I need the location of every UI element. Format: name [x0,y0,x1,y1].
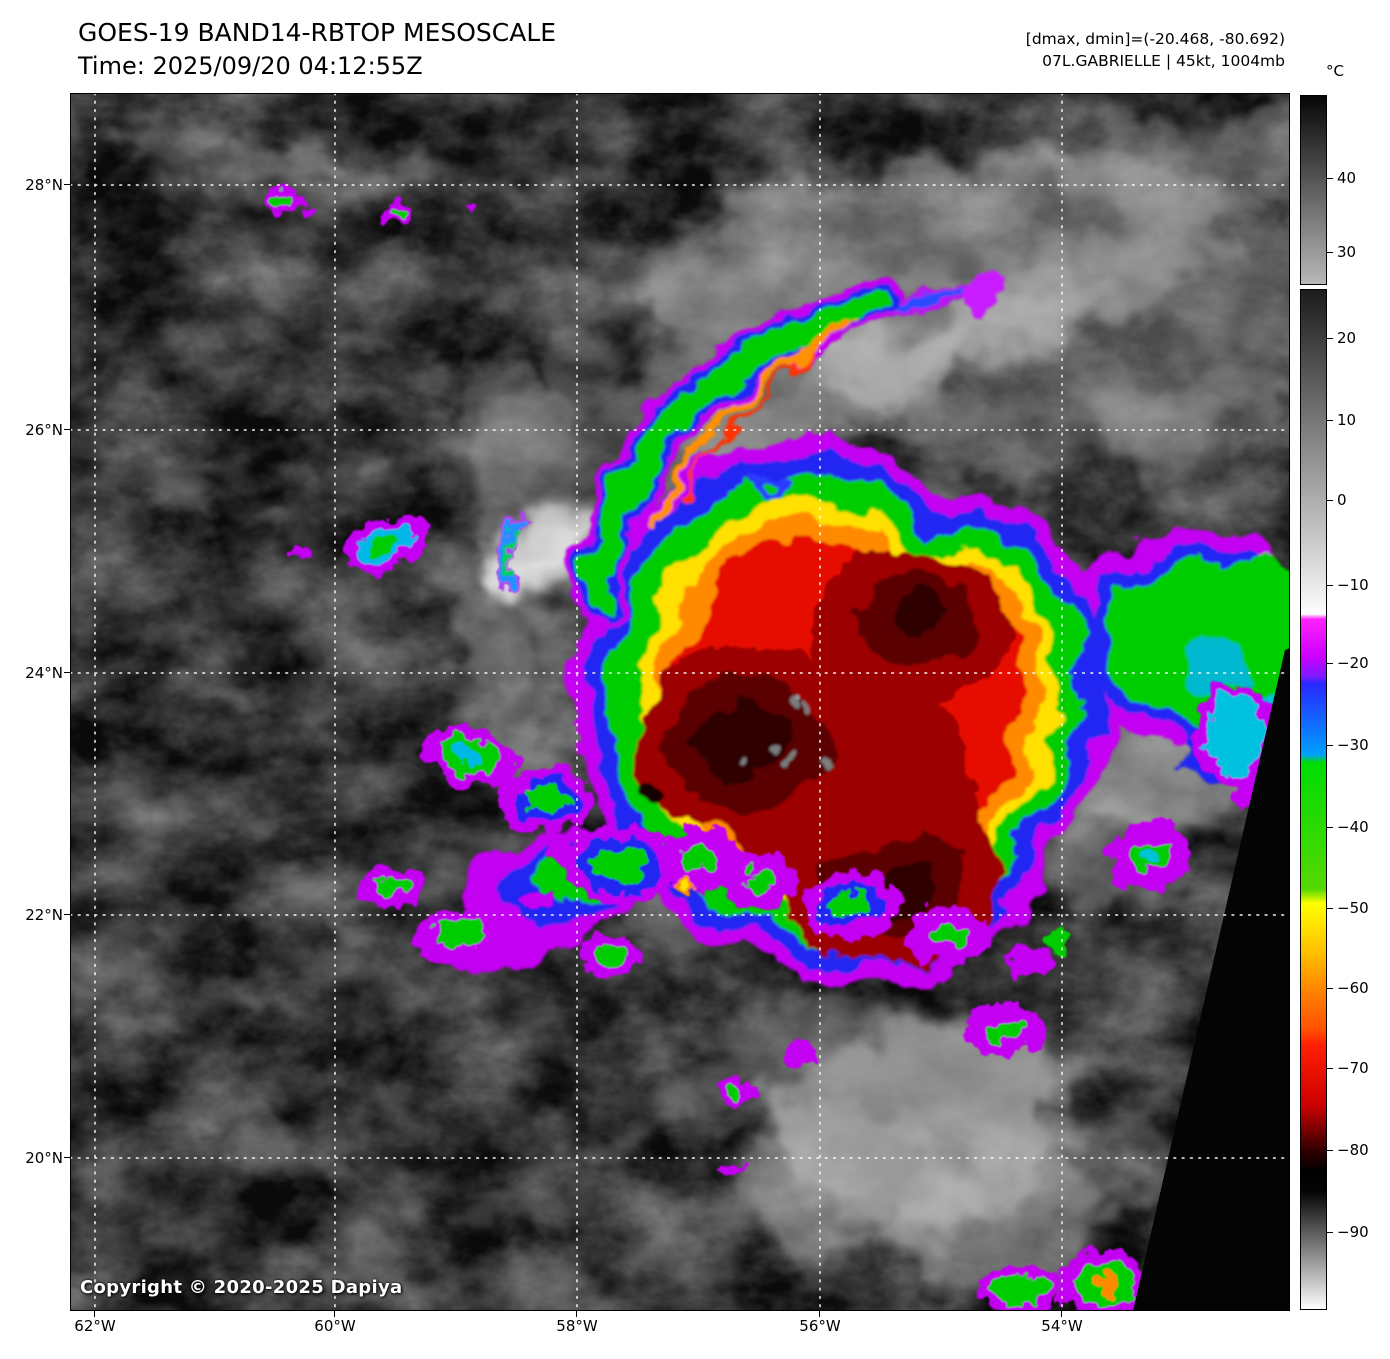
colorbar-tick-label: −60 [1337,979,1369,997]
colorbar-tick [1327,1232,1333,1233]
colorbar-tick-label: −40 [1337,818,1369,836]
lon-label-62w: 62°W [74,1317,116,1335]
colorbar-tick-label: −70 [1337,1059,1369,1077]
colorbar-tick [1327,1068,1333,1069]
axis-tick [334,1311,335,1317]
colorbar-unit-label: °C [1326,62,1344,80]
colorbar-tick [1327,988,1333,989]
axis-tick [94,1311,95,1317]
product-time: Time: 2025/09/20 04:12:55Z [78,52,423,80]
range-info: [dmax, dmin]=(-20.468, -80.692) [1025,30,1285,48]
lon-label-54w: 54°W [1041,1317,1083,1335]
lat-label-24n: 24°N [25,664,63,682]
colorbar-tick [1327,252,1333,253]
axis-tick [64,672,70,673]
colorbar-main-segment [1300,289,1327,1310]
axis-tick [64,914,70,915]
colorbar-tick [1327,500,1333,501]
axis-tick [64,429,70,430]
colorbar-tick-label: 10 [1337,411,1357,429]
comma-cold-sliver [497,511,525,592]
colorbar-tick [1327,827,1333,828]
colorbar-tick-label: −10 [1337,576,1369,594]
lat-label-26n: 26°N [25,421,63,439]
satellite-image [70,93,1290,1311]
header-titles: GOES-19 BAND14-RBTOP MESOSCALE Time: 202… [78,16,556,82]
colorbar-tick [1327,585,1333,586]
axis-tick [819,1311,820,1317]
colorbar-tick-label: −30 [1337,736,1369,754]
scan-edge-no-data [1133,648,1290,1311]
lon-label-58w: 58°W [556,1317,598,1335]
colorbar-tick [1327,420,1333,421]
colorbar-tick-label: 20 [1337,329,1357,347]
colorbar-tick-label: 40 [1337,169,1357,187]
colorbar-tick [1327,745,1333,746]
colorbar-tick-label: −90 [1337,1223,1369,1241]
header-info: [dmax, dmin]=(-20.468, -80.692) 07L.GABR… [1026,28,1285,72]
band-tip [961,278,1009,308]
colorbar-gray-segment [1300,95,1327,285]
colorbar-tick-label: 30 [1337,243,1357,261]
lon-label-56w: 56°W [799,1317,841,1335]
axis-tick [576,1311,577,1317]
axis-tick [64,1157,70,1158]
colorbar-tick-label: 0 [1337,491,1347,509]
storm-info: 07L.GABRIELLE | 45kt, 1004mb [1042,52,1285,70]
latlon-gridlines [70,93,1290,1311]
convective-fragments [262,188,1277,1311]
colorbar-tick [1327,178,1333,179]
map-border [70,93,1290,1311]
colorbar-tick-label: −80 [1337,1141,1369,1159]
colorbar-tick-label: −50 [1337,899,1369,917]
colorbar-tick [1327,908,1333,909]
inner-band-cell-core [757,479,783,495]
lat-label-20n: 20°N [25,1149,63,1167]
axis-tick [64,184,70,185]
lon-label-60w: 60°W [314,1317,356,1335]
axis-tick [1061,1311,1062,1317]
satellite-map: Copyright © 2020-2025 Dapiya [70,93,1290,1311]
copyright-notice: Copyright © 2020-2025 Dapiya [80,1277,403,1298]
colorbar-tick [1327,1150,1333,1151]
colorbar-tick [1327,663,1333,664]
east-cyan-patch2 [1183,640,1253,696]
product-title: GOES-19 BAND14-RBTOP MESOSCALE [78,18,557,47]
colorbar-tick [1327,338,1333,339]
colorbar-tick-label: −20 [1337,654,1369,672]
lat-label-22n: 22°N [25,906,63,924]
lat-label-28n: 28°N [25,176,63,194]
